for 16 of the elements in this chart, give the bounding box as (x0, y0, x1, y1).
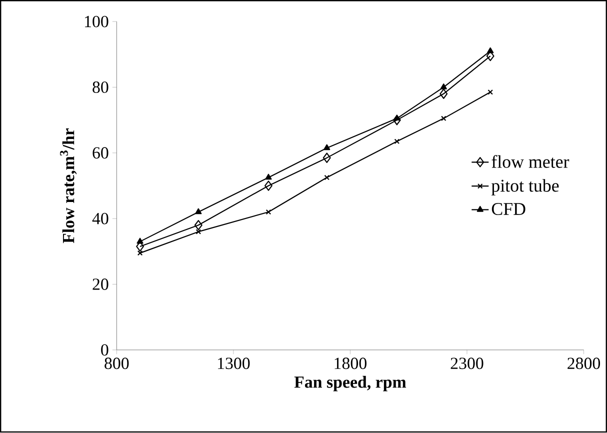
y-tick-label: 0 (101, 344, 108, 356)
y-tick-label: 40 (92, 213, 108, 224)
x-tick-label: 1300 (218, 358, 250, 370)
legend-label: flow meter (492, 155, 570, 168)
y-tick-label: 20 (92, 278, 108, 290)
x-tick-label: 1800 (334, 358, 366, 370)
legend-label: CFD (492, 203, 526, 216)
y-axis-title: Flow rate,m$^{3}$/hr (60, 128, 77, 244)
legend-label: pitot tube (491, 179, 559, 196)
y-tick-label: 80 (92, 82, 108, 94)
x-tick-label: 800 (104, 358, 129, 370)
y-tick-label: 60 (92, 147, 108, 159)
x-tick-label: 2300 (450, 358, 484, 370)
y-tick-label: 100 (85, 16, 108, 28)
x-axis-title: Fan speed, rpm (294, 376, 406, 392)
x-tick-label: 2800 (568, 358, 600, 370)
